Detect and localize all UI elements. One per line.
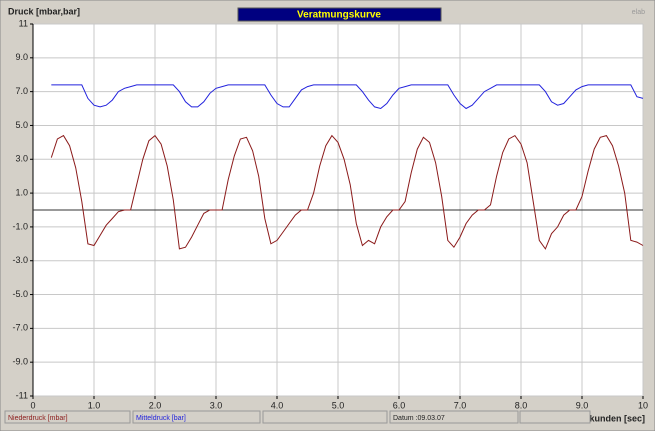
- legend-entry: Niederdruck [mbar]: [8, 415, 68, 422]
- x-tick-label: 1.0: [88, 400, 101, 410]
- y-tick-label: -1.0: [12, 221, 28, 231]
- x-tick-label: 4.0: [271, 400, 284, 410]
- chart-title: Veratmungskurve: [297, 10, 381, 21]
- y-tick-label: -9.0: [12, 357, 28, 367]
- y-tick-label: 1.0: [15, 187, 28, 197]
- x-tick-label: 5.0: [332, 400, 345, 410]
- y-tick-label: 9.0: [15, 52, 28, 62]
- y-tick-label: -7.0: [12, 323, 28, 333]
- date-label: Datum :09.03.07: [393, 415, 445, 422]
- status-box: [519, 410, 591, 424]
- legend-entry: Mitteldruck [bar]: [136, 415, 186, 422]
- y-tick-label: -3.0: [12, 255, 28, 265]
- status-box: [262, 410, 388, 424]
- x-tick-label: 9.0: [576, 400, 589, 410]
- x-axis-label: Sekunden [sec]: [578, 413, 645, 423]
- brand: elab: [632, 9, 645, 16]
- y-tick-label: 7.0: [15, 86, 28, 96]
- x-tick-label: 2.0: [149, 400, 162, 410]
- data-line: [51, 84, 644, 110]
- y-tick-label: -5.0: [12, 289, 28, 299]
- status-box: [389, 410, 519, 424]
- y-tick-label: -11: [16, 390, 28, 400]
- x-tick-label: 10: [638, 400, 648, 410]
- x-tick-label: 3.0: [210, 400, 223, 410]
- y-tick-label: 5.0: [15, 120, 28, 130]
- y-tick-label: 3.0: [15, 154, 28, 164]
- data-line: [50, 134, 644, 250]
- x-tick-label: 6.0: [393, 400, 406, 410]
- status-box: [4, 410, 131, 424]
- status-box: [132, 410, 261, 424]
- x-tick-label: 0: [30, 400, 35, 410]
- y-tick-label: 11: [19, 18, 28, 28]
- y-axis-label: Druck [mbar,bar]: [8, 6, 80, 16]
- x-tick-label: 8.0: [515, 400, 528, 410]
- title-box: [237, 7, 442, 22]
- x-tick-label: 7.0: [454, 400, 467, 410]
